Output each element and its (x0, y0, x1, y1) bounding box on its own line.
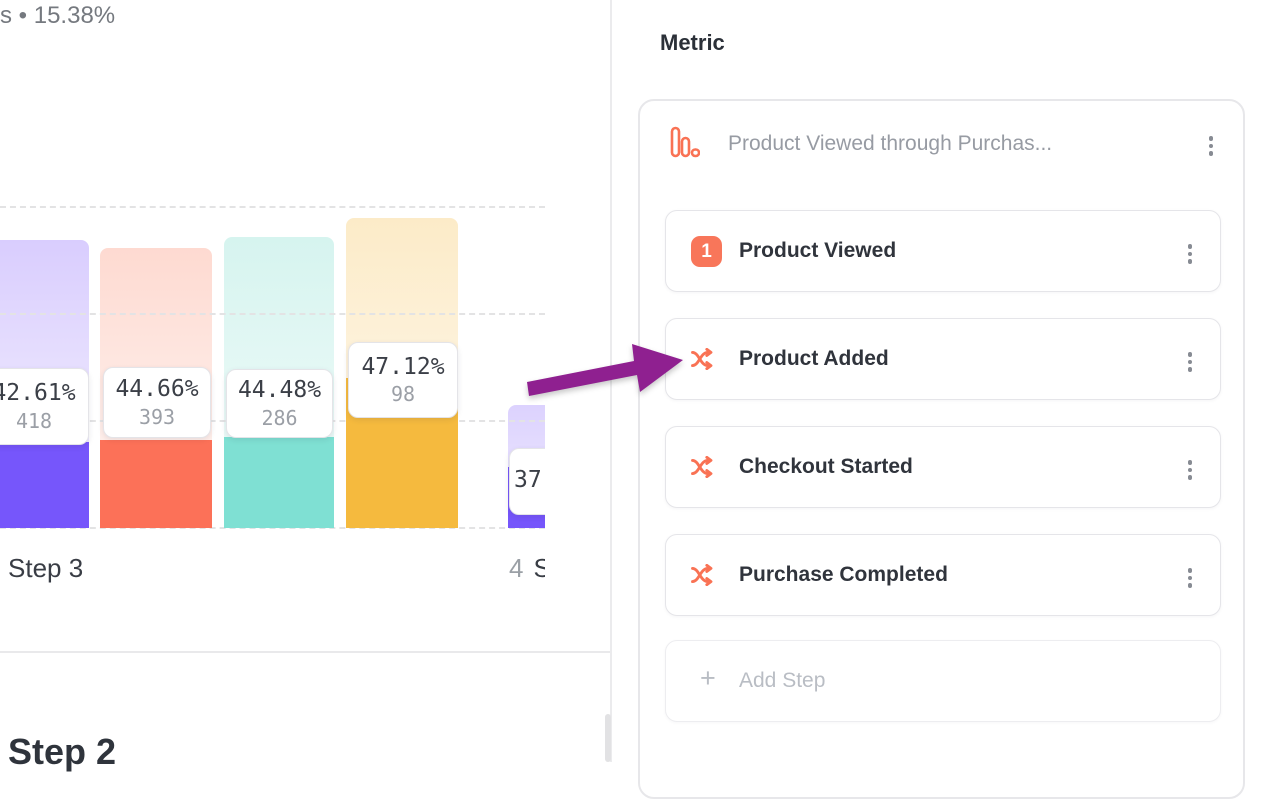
funnel-chart-area: s • 15.38% 42.61% 418 44.66% 393 44.48% … (0, 0, 545, 652)
funnel-chart-icon (670, 126, 701, 165)
breakdown-section-title: Step 2 (8, 731, 117, 772)
step-number-badge: 1 (691, 236, 722, 267)
conversion-percent: 47.12% (361, 353, 445, 380)
step-row-checkout-started[interactable]: Checkout Started (665, 426, 1221, 508)
conversion-label-card: 44.48% 286 (226, 369, 333, 438)
step-label: Product Viewed (739, 239, 897, 262)
gridline (0, 206, 545, 208)
conversion-count: 286 (261, 405, 298, 430)
shuffle-icon (690, 563, 717, 591)
step-axis-text-partial: S (533, 553, 545, 583)
step-row-product-added[interactable]: Product Added (665, 318, 1221, 400)
conversion-label-card: 37 (509, 448, 545, 515)
conversion-count: 98 (390, 382, 416, 407)
gridline-baseline (0, 527, 545, 529)
conversion-count: 418 (15, 408, 53, 433)
step-row-product-viewed[interactable]: 1 Product Viewed (665, 210, 1221, 292)
funnel-bar-converted-teal[interactable] (224, 437, 334, 528)
add-step-button[interactable]: + Add Step (665, 640, 1221, 722)
conversion-label-card: 44.66% 393 (103, 367, 211, 438)
section-divider (0, 651, 611, 653)
panel-title: Metric (660, 30, 725, 55)
gridline (0, 313, 545, 315)
conversion-percent: 37 (514, 467, 542, 494)
conversion-percent: 44.66% (115, 376, 199, 403)
step-kebab-menu-button[interactable] (1186, 242, 1195, 266)
funnel-bar-converted-coral[interactable] (100, 440, 212, 528)
step-kebab-menu-button[interactable] (1186, 350, 1195, 374)
step-axis-number: 4 (509, 553, 524, 583)
conversion-percent: 44.48% (237, 377, 322, 404)
funnel-bar-converted-purple[interactable] (0, 442, 89, 528)
step-label: Purchase Completed (739, 563, 948, 586)
shuffle-icon (690, 347, 717, 375)
step-axis-label: Step 3 (8, 553, 84, 583)
add-step-label: Add Step (739, 669, 826, 692)
conversion-label-card: 42.61% 418 (0, 368, 89, 445)
funnel-summary-text: s • 15.38% (0, 2, 116, 29)
step-label: Checkout Started (739, 455, 913, 478)
conversion-count: 393 (138, 404, 176, 429)
step-label: Product Added (739, 347, 889, 370)
metric-name[interactable]: Product Viewed through Purchas... (728, 132, 1053, 155)
metric-card: Product Viewed through Purchas... 1 Prod… (638, 99, 1245, 799)
conversion-label-card: 47.12% 98 (348, 342, 458, 418)
plus-icon: + (700, 663, 716, 693)
metric-panel: Metric Product Viewed through Purchas...… (612, 0, 1264, 799)
step-kebab-menu-button[interactable] (1186, 458, 1195, 482)
metric-kebab-menu-button[interactable] (1207, 134, 1216, 158)
step-kebab-menu-button[interactable] (1186, 566, 1195, 590)
shuffle-icon (690, 455, 717, 483)
conversion-percent: 42.61% (0, 380, 76, 407)
step-row-purchase-completed[interactable]: Purchase Completed (665, 534, 1221, 616)
scrollbar-thumb[interactable] (605, 714, 611, 762)
